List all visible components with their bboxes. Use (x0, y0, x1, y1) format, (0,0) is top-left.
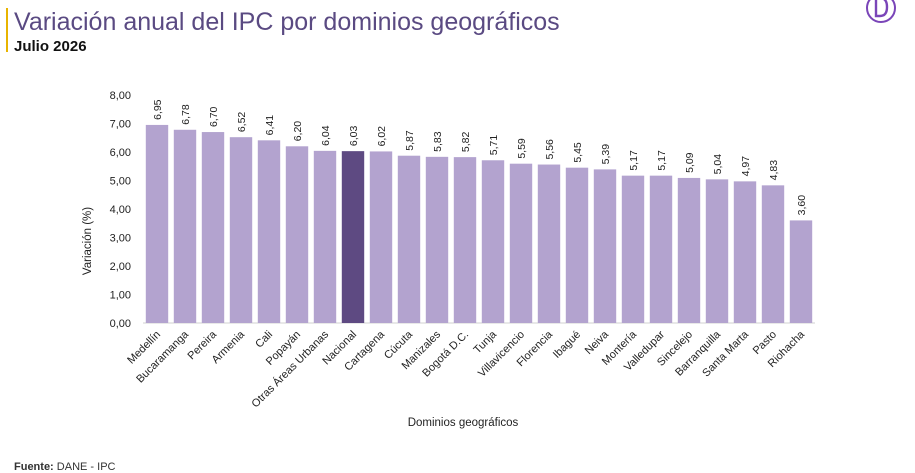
bar (145, 124, 169, 323)
data-label: 6,20 (292, 121, 304, 142)
y-tick-label: 7,00 (110, 119, 131, 131)
data-label: 3,60 (796, 195, 808, 216)
data-label: 6,03 (348, 126, 360, 147)
data-label: 6,78 (180, 104, 192, 125)
dane-logo-icon (866, 0, 896, 23)
page-title: Variación anual del IPC por dominios geo… (14, 8, 560, 36)
bar (677, 177, 701, 323)
data-label: 5,17 (628, 150, 640, 171)
data-label: 5,39 (600, 144, 612, 165)
data-label: 4,97 (740, 156, 752, 177)
data-label: 5,83 (432, 131, 444, 152)
source-note: Fuente: DANE - IPC (14, 461, 115, 473)
data-label: 6,04 (320, 125, 332, 146)
bar (425, 156, 449, 323)
data-label: 6,70 (208, 106, 220, 127)
data-label: 5,17 (656, 150, 668, 171)
y-tick-label: 6,00 (110, 147, 131, 159)
data-label: 5,71 (488, 135, 500, 156)
bar (789, 220, 813, 323)
bar (537, 164, 561, 323)
data-labels: 6,95 6,78 6,70 6,52 6,41 6,20 6,04 6,03 6,02 5,87… (152, 99, 808, 215)
data-label: 5,56 (544, 139, 556, 160)
bar (481, 160, 505, 323)
title-accent-bar (6, 8, 8, 52)
bar (509, 163, 533, 323)
data-label: 5,45 (572, 142, 584, 163)
bar (705, 179, 729, 323)
bar (397, 155, 421, 323)
bar (453, 157, 477, 323)
data-label: 6,52 (236, 112, 248, 133)
bar (173, 129, 197, 323)
bar (649, 175, 673, 323)
bar (621, 175, 645, 323)
data-label: 4,83 (768, 160, 780, 181)
data-label: 6,02 (376, 126, 388, 147)
bar (369, 151, 393, 323)
y-tick-label: 1,00 (110, 290, 131, 302)
source-text: DANE - IPC (56, 461, 116, 473)
bar (565, 167, 589, 323)
data-label: 6,95 (152, 99, 164, 120)
y-tick-label: 2,00 (110, 261, 131, 273)
data-label: 5,09 (684, 152, 696, 173)
data-label: 5,04 (712, 154, 724, 175)
bar (229, 137, 253, 323)
bar (257, 140, 281, 323)
source-label: Fuente: (14, 461, 54, 473)
data-label: 6,41 (264, 115, 276, 136)
y-tick-label: 5,00 (110, 176, 131, 188)
x-tick-label: Ibagué (551, 329, 583, 361)
y-tick-label: 3,00 (110, 233, 131, 245)
y-tick-label: 0,00 (110, 318, 131, 330)
bar (201, 132, 225, 323)
bar (733, 181, 757, 323)
x-axis-title: Dominios geográficos (408, 417, 519, 429)
y-axis: 0,00 1,00 2,00 3,00 4,00 5,00 6,00 7,00 8,00 (110, 90, 815, 330)
bar (313, 150, 337, 323)
bar (285, 146, 309, 323)
bar (593, 169, 617, 323)
data-label: 5,87 (404, 130, 416, 151)
data-label: 5,82 (460, 132, 472, 153)
page-subtitle: Julio 2026 (14, 38, 87, 55)
y-axis-title: Variación (%) (82, 207, 94, 275)
bar-series (145, 124, 813, 323)
data-label: 5,59 (516, 138, 528, 159)
bar (761, 185, 785, 323)
y-tick-label: 8,00 (110, 90, 131, 102)
y-tick-label: 4,00 (110, 204, 131, 216)
bar (341, 151, 365, 323)
x-tick-label: Cali (253, 329, 275, 351)
